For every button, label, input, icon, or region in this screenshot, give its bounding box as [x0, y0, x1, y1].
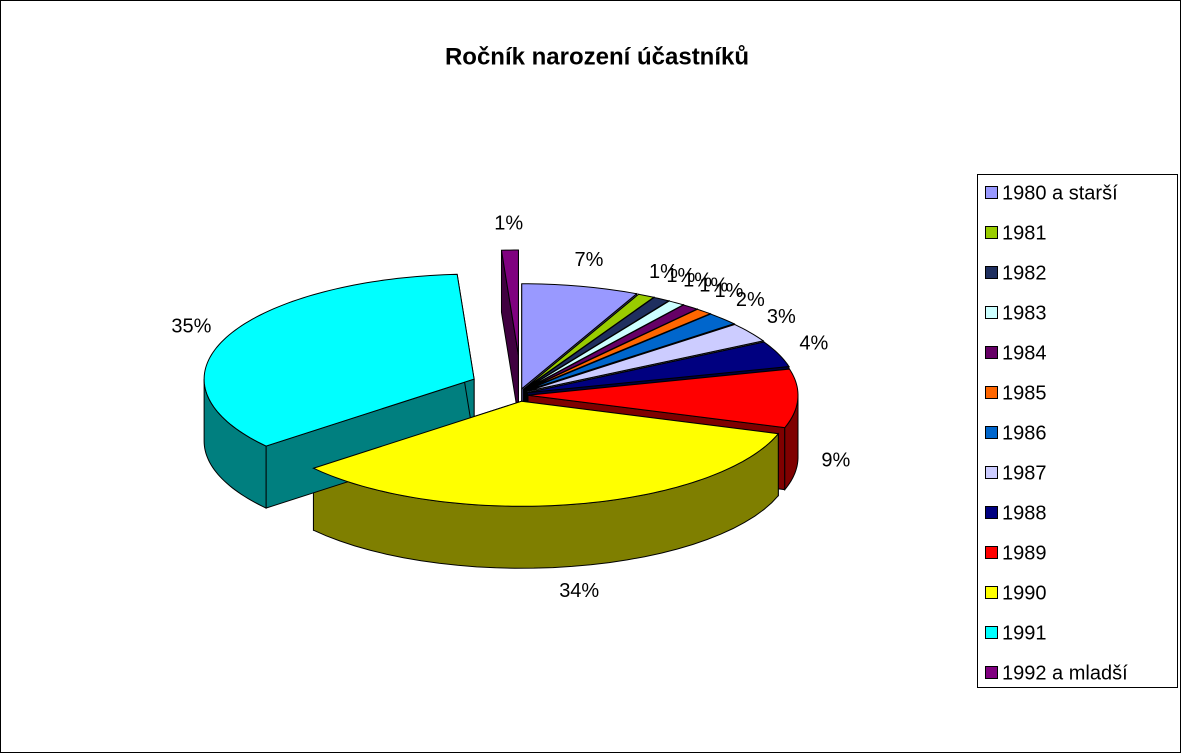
legend-swatch [985, 666, 998, 679]
legend-label: 1988 [1002, 502, 1047, 524]
legend-swatch [985, 466, 998, 479]
legend-label: 1990 [1002, 582, 1047, 604]
legend-label: 1986 [1002, 422, 1047, 444]
legend-swatch [985, 186, 998, 199]
legend-label: 1982 [1002, 262, 1047, 284]
legend-swatch [985, 226, 998, 239]
legend-label: 1992 a mladší [1002, 662, 1128, 684]
data-label: 1% [715, 280, 744, 302]
legend-swatch [985, 546, 998, 559]
data-label: 1% [699, 275, 728, 297]
legend-swatch [985, 266, 998, 279]
data-label: 7% [574, 249, 603, 271]
data-label: 9% [821, 450, 850, 472]
slice [526, 323, 765, 392]
data-label: 1% [494, 212, 523, 234]
legend-swatch [985, 626, 998, 639]
slice [521, 283, 638, 390]
legend-box [977, 174, 1178, 688]
legend-swatch [985, 306, 998, 319]
legend-swatch [985, 346, 998, 359]
legend-label: 1981 [1002, 222, 1047, 244]
legend-label: 1987 [1002, 462, 1047, 484]
legend-swatch [985, 586, 998, 599]
slice-tops [203, 249, 799, 507]
data-label: 1% [666, 265, 695, 287]
slice [525, 313, 736, 392]
legend-label: 1991 [1002, 622, 1047, 644]
data-label: 35% [171, 315, 211, 337]
legend-label: 1984 [1002, 342, 1047, 364]
slice [312, 400, 780, 507]
data-label: 1% [683, 270, 712, 292]
slice [527, 341, 790, 394]
data-label: 4% [799, 333, 828, 355]
data-label: 3% [767, 306, 796, 328]
data-label: 34% [559, 580, 599, 602]
slice [500, 249, 519, 356]
legend-label: 1989 [1002, 542, 1047, 564]
legend-swatch [985, 426, 998, 439]
legend-swatch [985, 506, 998, 519]
data-label: 2% [736, 289, 765, 311]
slice [525, 308, 712, 391]
legend-label: 1980 a starší [1002, 182, 1118, 204]
slice [527, 368, 799, 429]
slice [203, 273, 475, 447]
data-label: 1% [649, 261, 678, 283]
legend-swatch [985, 386, 998, 399]
legend-label: 1985 [1002, 382, 1047, 404]
chart-title: Ročník narození účastníků [445, 43, 749, 70]
legend-label: 1983 [1002, 302, 1047, 324]
